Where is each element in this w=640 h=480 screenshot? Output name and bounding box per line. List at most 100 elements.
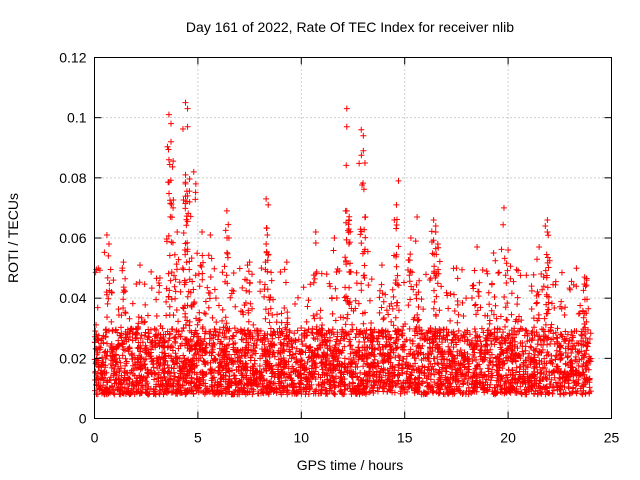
data-point bbox=[315, 381, 322, 388]
data-point bbox=[447, 290, 454, 297]
data-point bbox=[179, 327, 186, 334]
data-point bbox=[258, 265, 265, 272]
data-point bbox=[169, 239, 176, 246]
data-point bbox=[94, 336, 101, 343]
data-point bbox=[171, 272, 178, 279]
data-point bbox=[289, 351, 296, 358]
data-point bbox=[355, 344, 362, 351]
data-point bbox=[180, 230, 187, 237]
data-point bbox=[420, 306, 427, 313]
data-point bbox=[507, 263, 514, 270]
data-point bbox=[92, 269, 99, 276]
data-point bbox=[455, 311, 462, 318]
data-point bbox=[299, 341, 306, 348]
data-point bbox=[476, 279, 483, 286]
data-point bbox=[166, 190, 173, 197]
data-point bbox=[148, 339, 155, 346]
data-point bbox=[499, 334, 506, 341]
data-point bbox=[468, 295, 475, 302]
data-point bbox=[205, 304, 212, 311]
data-point bbox=[163, 312, 170, 319]
data-point bbox=[573, 340, 580, 347]
data-point bbox=[281, 305, 288, 312]
data-point bbox=[575, 310, 582, 317]
data-point bbox=[318, 363, 325, 370]
x-axis-label: GPS time / hours bbox=[297, 457, 404, 473]
data-point bbox=[543, 375, 550, 382]
data-point bbox=[486, 301, 493, 308]
data-point bbox=[343, 105, 350, 112]
data-point bbox=[395, 352, 402, 359]
data-point bbox=[230, 341, 237, 348]
data-point bbox=[239, 284, 246, 291]
data-point bbox=[141, 332, 148, 339]
data-point bbox=[183, 259, 190, 266]
data-point bbox=[166, 303, 173, 310]
data-point bbox=[469, 282, 476, 289]
data-point bbox=[122, 288, 129, 295]
data-point bbox=[113, 371, 120, 378]
data-point bbox=[428, 228, 435, 235]
data-point bbox=[390, 293, 397, 300]
data-point bbox=[108, 318, 115, 325]
data-point bbox=[120, 259, 127, 266]
data-point bbox=[300, 284, 307, 291]
data-point bbox=[120, 296, 127, 303]
data-point bbox=[282, 377, 289, 384]
data-point bbox=[162, 350, 169, 357]
data-point bbox=[490, 250, 497, 257]
data-point bbox=[137, 348, 144, 355]
data-point bbox=[514, 294, 521, 301]
data-point bbox=[182, 171, 189, 178]
data-point bbox=[219, 317, 226, 324]
data-point bbox=[346, 338, 353, 345]
data-point bbox=[407, 296, 414, 303]
data-point bbox=[399, 364, 406, 371]
data-point bbox=[523, 362, 530, 369]
data-point bbox=[319, 321, 326, 328]
data-point bbox=[342, 254, 349, 261]
y-axis-label: ROTI / TECUs bbox=[5, 193, 21, 283]
data-point bbox=[172, 295, 179, 302]
data-point bbox=[355, 356, 362, 363]
data-point bbox=[356, 160, 363, 167]
data-point bbox=[455, 327, 462, 334]
data-point bbox=[480, 329, 487, 336]
data-point bbox=[378, 365, 385, 372]
data-point bbox=[552, 278, 559, 285]
data-point bbox=[580, 287, 587, 294]
data-point bbox=[105, 252, 112, 259]
data-point bbox=[489, 366, 496, 373]
data-point bbox=[168, 120, 175, 127]
data-point bbox=[433, 293, 440, 300]
data-point bbox=[168, 214, 175, 221]
data-point bbox=[292, 350, 299, 357]
data-point bbox=[104, 300, 111, 307]
data-point bbox=[175, 374, 182, 381]
data-point bbox=[423, 271, 430, 278]
data-point bbox=[587, 330, 594, 337]
data-point bbox=[245, 268, 252, 275]
data-point bbox=[514, 301, 521, 308]
data-point bbox=[382, 366, 389, 373]
data-point bbox=[582, 334, 589, 341]
data-point bbox=[528, 305, 535, 312]
data-point bbox=[486, 320, 493, 327]
data-point bbox=[431, 287, 438, 294]
data-point bbox=[395, 367, 402, 374]
data-point bbox=[328, 294, 335, 301]
data-point bbox=[432, 222, 439, 229]
data-point bbox=[471, 267, 478, 274]
data-point bbox=[407, 337, 414, 344]
data-point bbox=[357, 231, 364, 238]
data-point bbox=[376, 294, 383, 301]
data-point bbox=[554, 325, 561, 332]
data-point bbox=[496, 269, 503, 276]
data-point bbox=[416, 277, 423, 284]
data-point bbox=[104, 314, 111, 321]
data-point bbox=[330, 390, 337, 397]
data-point bbox=[268, 277, 275, 284]
data-point bbox=[182, 205, 189, 212]
data-point bbox=[126, 344, 133, 351]
